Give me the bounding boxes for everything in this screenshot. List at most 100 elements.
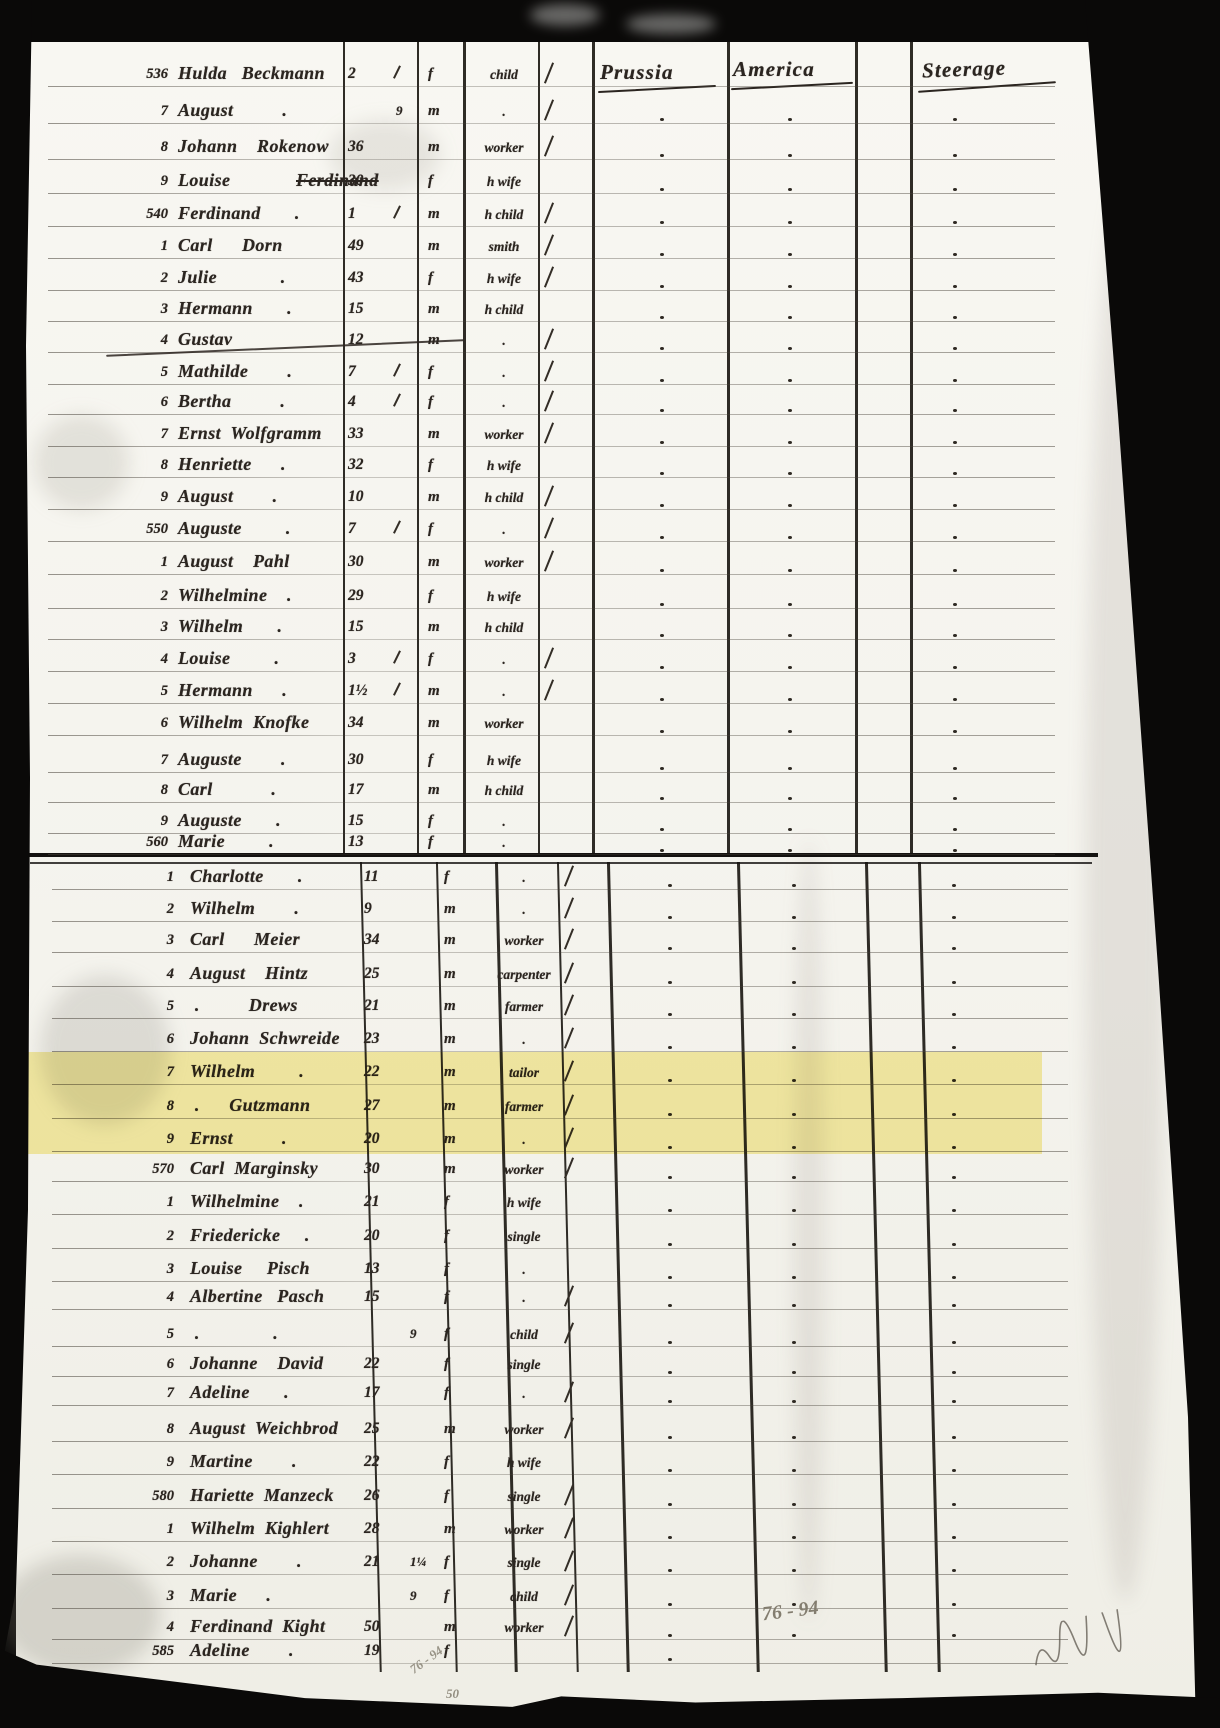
ditto-dot-steerage — [953, 441, 957, 445]
ditto-dot-steerage — [952, 1176, 956, 1180]
row-checkmark-icon — [563, 1322, 575, 1344]
ditto-dot-america — [792, 1536, 796, 1540]
highlight-band — [0, 1052, 1042, 1154]
passenger-occupation: farmer — [504, 999, 544, 1014]
passenger-gender: f — [428, 66, 433, 82]
ditto-dot-steerage — [952, 1013, 956, 1017]
ditto-dot-prussia — [668, 1046, 672, 1050]
passenger-name: Johanne David — [190, 1353, 324, 1373]
row-rule-line — [48, 193, 1055, 194]
passenger-occupation: single — [507, 1489, 541, 1504]
passenger-number: 1 — [160, 238, 168, 254]
row-rule-line — [48, 226, 1055, 227]
passenger-name: Wilhelmine . — [190, 1191, 304, 1211]
ditto-dot-prussia — [668, 1013, 672, 1017]
row-rule-line — [48, 671, 1055, 672]
passenger-name: Carl Marginsky — [190, 1158, 319, 1178]
row-rule-line — [48, 639, 1055, 640]
row-rule-line — [48, 258, 1055, 259]
passenger-age: 15 — [348, 618, 364, 635]
ditto-dot-steerage — [952, 1209, 956, 1213]
passenger-gender: f — [428, 834, 433, 850]
passenger-gender: f — [428, 364, 433, 380]
ditto-dot-america — [792, 1304, 796, 1308]
ditto-dot-america — [788, 666, 792, 670]
passenger-number: 4 — [166, 966, 174, 982]
passenger-number: 540 — [146, 206, 168, 222]
passenger-age: 25 — [364, 965, 380, 982]
ditto-dot-america — [788, 536, 792, 540]
passenger-occupation: child — [510, 1589, 538, 1604]
ditto-dot-steerage — [953, 767, 957, 771]
passenger-gender: f — [444, 1554, 449, 1570]
row-rule-line — [48, 509, 1055, 510]
ditto-dot-steerage — [953, 536, 957, 540]
ditto-dot-america — [792, 1400, 796, 1404]
passenger-gender: m — [428, 426, 440, 442]
passenger-age: 21 — [364, 1193, 380, 1210]
ditto-dot-america — [792, 1013, 796, 1017]
passenger-name: Julie . — [178, 267, 286, 287]
passenger-age: 49 — [348, 237, 364, 254]
ditto-dot-america — [792, 1243, 796, 1247]
passenger-occupation: . — [522, 1032, 526, 1047]
passenger-name: Adeline . — [190, 1382, 289, 1402]
passenger-number: 6 — [166, 1031, 174, 1047]
passenger-number: 1 — [166, 1194, 174, 1210]
ditto-dot-steerage — [953, 472, 957, 476]
row-checkmark-icon — [563, 1285, 575, 1307]
passenger-gender: f — [428, 270, 433, 286]
column-line — [417, 42, 419, 853]
age-subcolumn-value: 9 — [396, 103, 403, 118]
passenger-name: Wilhelm Knofke — [178, 712, 310, 732]
passenger-name: Marie . — [190, 1585, 272, 1605]
row-checkmark-icon — [563, 1584, 575, 1606]
ditto-dot-steerage — [953, 347, 957, 351]
row-rule-line — [48, 574, 1055, 575]
ditto-dot-america — [788, 316, 792, 320]
passenger-number: 8 — [160, 457, 168, 473]
row-rule-line — [48, 541, 1055, 542]
column-line — [910, 42, 913, 853]
exposure-seam-line — [28, 853, 1098, 857]
passenger-number: 5 — [160, 683, 168, 699]
passenger-number: 8 — [166, 1421, 174, 1437]
passenger-age: 7 — [348, 363, 356, 380]
passenger-name: Wilhelm . — [178, 616, 283, 636]
passenger-name: Marie . — [178, 831, 274, 851]
ditto-dot-steerage — [952, 1569, 956, 1573]
row-rule-line — [48, 772, 1055, 773]
passenger-occupation: h wife — [486, 174, 522, 189]
row-rule-line — [48, 477, 1055, 478]
passenger-gender: m — [428, 238, 440, 254]
ditto-dot-steerage — [952, 1634, 956, 1638]
passenger-occupation: worker — [504, 1422, 544, 1437]
passenger-age: 30 — [348, 751, 364, 768]
passenger-name: Martine . — [190, 1451, 297, 1471]
row-rule-line — [52, 1051, 1068, 1052]
passenger-occupation: single — [507, 1357, 541, 1372]
passenger-number: 5 — [166, 1326, 174, 1342]
exposure-seam-line-2 — [30, 862, 1092, 864]
scan-glare — [626, 14, 716, 34]
passenger-number: 2 — [160, 270, 168, 286]
ditto-dot-prussia — [668, 1304, 672, 1308]
passenger-name: Hermann . — [178, 680, 288, 700]
passenger-age: 34 — [348, 714, 364, 731]
passenger-gender: m — [428, 619, 440, 635]
passenger-gender: m — [444, 998, 456, 1014]
ditto-dot-prussia — [660, 441, 664, 445]
passenger-number: 536 — [146, 66, 168, 82]
ditto-dot-prussia — [668, 1209, 672, 1213]
ditto-dot-steerage — [953, 730, 957, 734]
row-rule-line — [48, 802, 1055, 803]
passenger-gender: f — [444, 1289, 449, 1305]
passenger-occupation: . — [502, 395, 506, 410]
row-rule-line — [52, 921, 1068, 922]
passenger-age: 30 — [348, 172, 364, 189]
ditto-dot-america — [792, 981, 796, 985]
ditto-dot-steerage — [952, 1276, 956, 1280]
ditto-dot-prussia — [668, 1436, 672, 1440]
passenger-number: 580 — [152, 1488, 174, 1504]
